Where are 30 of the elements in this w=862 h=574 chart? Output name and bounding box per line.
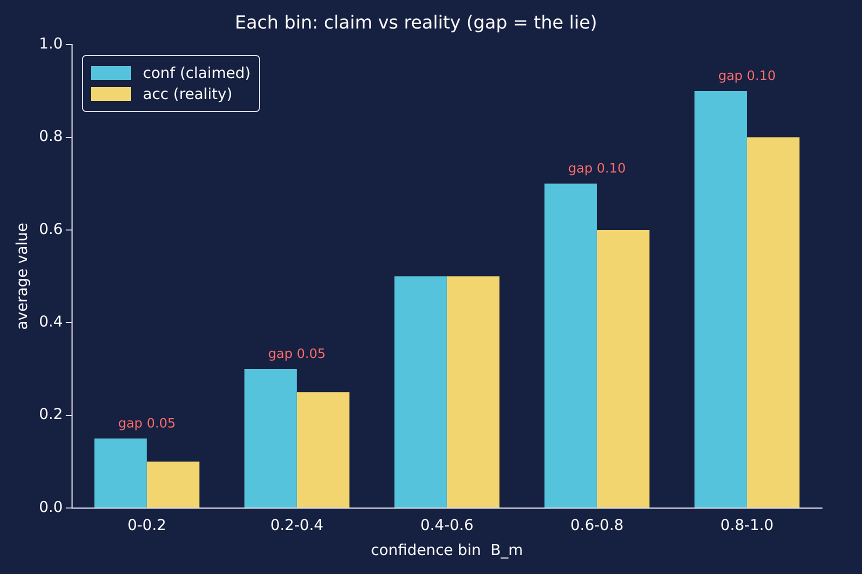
annotation: gap 0.05 [268, 346, 326, 362]
x-axis-title: confidence bin B_m [370, 540, 523, 559]
bar [544, 184, 597, 508]
y-tick-label: 1.0 [38, 34, 63, 52]
x-tick-label: 0.8-1.0 [720, 516, 774, 534]
y-tick-label: 0.8 [38, 127, 63, 146]
bar [146, 462, 200, 508]
annotation: gap 0.05 [118, 416, 176, 432]
bar [694, 90, 747, 508]
x-tick-label: 0.6-0.8 [570, 516, 624, 534]
bar [244, 368, 297, 508]
y-tick-label: 0.4 [38, 312, 63, 331]
chart-title: Each bin: claim vs reality (gap = the lie) [234, 12, 598, 34]
bar [446, 276, 500, 508]
legend-label: acc (reality) [142, 84, 232, 103]
bar [394, 276, 447, 508]
x-tick-label: 0.2-0.4 [270, 516, 324, 534]
annotation: gap 0.10 [718, 68, 776, 84]
bar [596, 230, 650, 508]
bar [746, 137, 800, 508]
y-tick-label: 0.6 [38, 220, 63, 238]
annotation: gap 0.10 [568, 161, 626, 176]
legend-label: conf (claimed) [142, 64, 251, 82]
x-tick-label: 0.4-0.6 [420, 516, 474, 534]
x-tick-label: 0-0.2 [127, 516, 166, 534]
y-axis-title: average value [12, 222, 31, 330]
y-tick-label: 0.2 [38, 405, 63, 424]
y-tick-label: 0.0 [38, 498, 63, 516]
bar [94, 438, 147, 508]
bar [296, 392, 350, 508]
